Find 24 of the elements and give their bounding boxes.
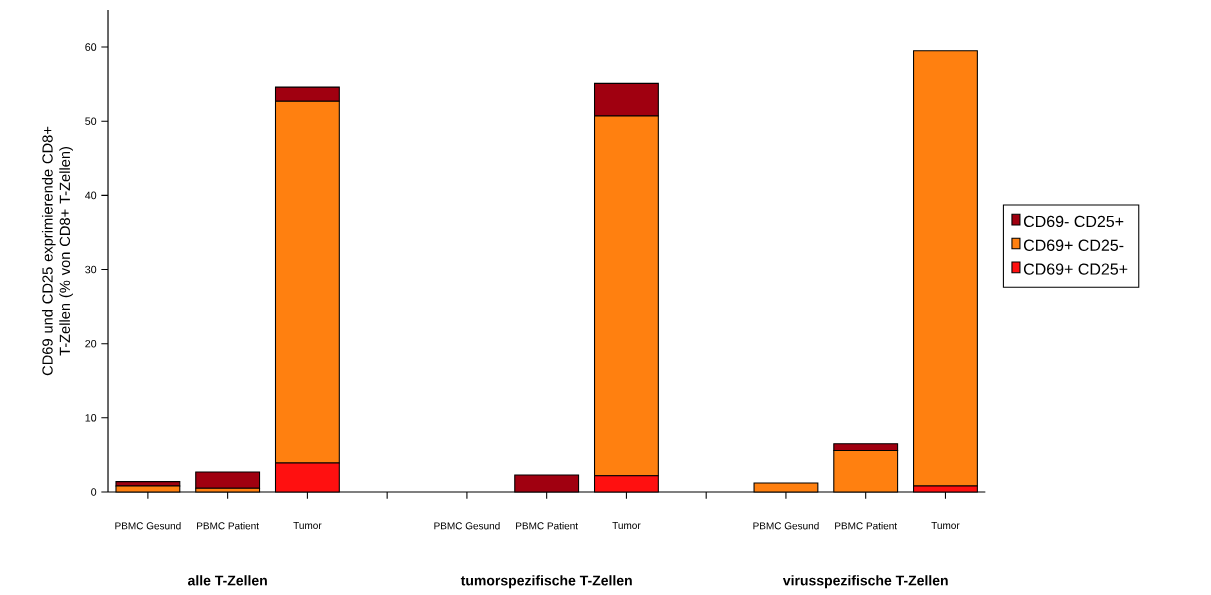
x-tick-label: PBMC Gesund [115, 522, 181, 530]
y-axis-title: CD69 und CD25 exprimierende CD8+ T-Zellen (% von CD8+ T-Zellen) [41, 126, 73, 376]
text: virusspezifische T-Zellen [782, 575, 948, 589]
x-tick-label: PBMC Gesund [434, 522, 500, 530]
legend-label: CD69+ CD25+ [1023, 263, 1128, 275]
y-tick-label: 20 [85, 339, 97, 348]
text: alle T-Zellen [187, 575, 267, 586]
legend-label: CD69+ CD25- [1023, 239, 1124, 251]
x-tick-label: PBMC Patient [197, 522, 259, 530]
x-tick-label: Tumor [931, 522, 960, 530]
y-tick-label: 50 [85, 117, 97, 125]
x-tick-label: PBMC Gesund [753, 522, 819, 530]
x-tick-label: PBMC Patient [516, 522, 578, 530]
x-tick-label: PBMC Patient [835, 522, 897, 530]
bar [195, 471, 261, 489]
y-tick-label: 40 [85, 191, 97, 200]
y-tick-label: 60 [85, 43, 97, 51]
x-tick-label: Tumor [293, 522, 322, 530]
y-tick-label: 0 [91, 488, 97, 496]
legend-label: CD69- CD25+ [1023, 215, 1124, 228]
text: tumorspezifische T-Zellen [460, 575, 632, 589]
x-tick-label: Tumor [612, 522, 641, 530]
y-tick-label: 30 [85, 265, 97, 274]
y-tick-label: 10 [85, 414, 97, 422]
